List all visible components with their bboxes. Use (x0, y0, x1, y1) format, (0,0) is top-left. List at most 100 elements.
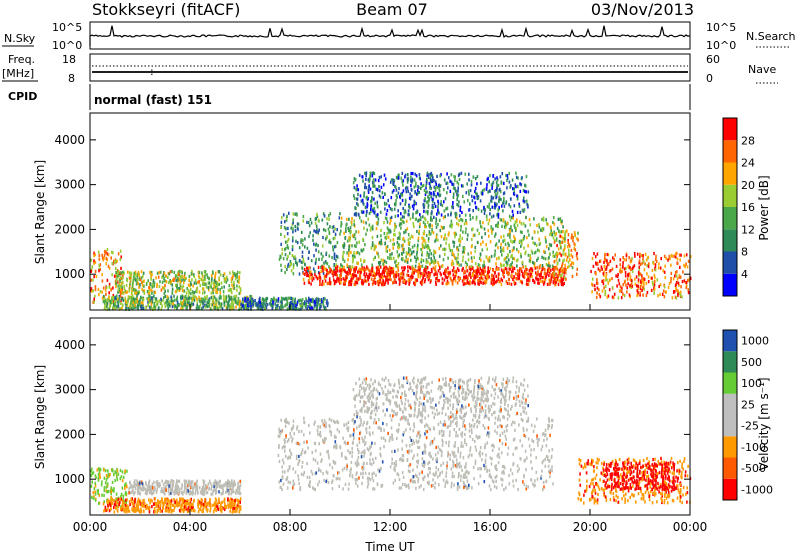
power-cell (591, 277, 594, 281)
power-cell (375, 272, 377, 276)
power-cell (503, 199, 505, 203)
power-cell (176, 285, 178, 289)
power-cell (240, 307, 242, 311)
power-cell (469, 279, 471, 283)
power-cell (459, 239, 462, 244)
power-cell (366, 202, 369, 206)
velocity-cell (189, 483, 191, 487)
power-cell (369, 228, 372, 232)
power-cell (507, 277, 510, 281)
power-cell (333, 268, 335, 272)
power-cell (454, 274, 456, 278)
power-cell (326, 281, 329, 286)
power-cell (163, 296, 165, 300)
power-cell (473, 195, 475, 199)
power-cell (467, 276, 469, 280)
power-cell (385, 202, 388, 206)
power-cell (152, 283, 154, 287)
power-cell (286, 239, 289, 243)
power-cell (604, 259, 606, 263)
power-cell (260, 303, 263, 307)
power-cell (374, 247, 376, 251)
power-cell (194, 278, 197, 282)
power-cell (671, 254, 673, 258)
colorbar-tick-label: 20 (741, 179, 755, 192)
power-cell (371, 244, 374, 248)
velocity-cell (196, 484, 199, 488)
power-cell (544, 250, 546, 254)
power-cell (208, 288, 210, 292)
power-cell (159, 270, 162, 274)
power-cell (685, 285, 688, 290)
power-cell (459, 276, 462, 280)
power-cell (137, 270, 140, 275)
power-cell (426, 173, 428, 177)
power-cell (113, 303, 115, 307)
power-cell (365, 174, 367, 178)
power-cell (432, 199, 434, 203)
power-cell (115, 305, 117, 309)
power-cell (564, 253, 567, 257)
power-cell (485, 274, 488, 278)
power-cell (237, 302, 239, 306)
power-cell (485, 280, 488, 284)
power-cell (187, 283, 190, 287)
power-cell (432, 197, 434, 201)
power-cell (287, 254, 289, 258)
power-cell (456, 216, 458, 220)
power-x-ticks (89, 304, 691, 310)
power-cell (480, 275, 483, 280)
power-cell (421, 264, 424, 268)
power-cell (502, 270, 504, 274)
power-cell (482, 266, 484, 270)
power-cell (305, 303, 307, 307)
power-cell (238, 285, 241, 289)
power-cell (515, 277, 518, 281)
power-cell (284, 253, 287, 257)
power-cell (522, 222, 525, 226)
power-cell (393, 279, 396, 283)
power-cell (661, 292, 664, 296)
power-cell (441, 277, 444, 281)
power-cell (527, 229, 529, 233)
power-cell (120, 299, 122, 303)
power-cell (420, 216, 422, 220)
power-cell (356, 281, 359, 285)
power-cell (322, 304, 325, 308)
power-cell (370, 226, 372, 230)
velocity-cell (113, 489, 115, 493)
power-cell (541, 264, 544, 268)
power-cell (146, 289, 149, 294)
power-cell (496, 191, 499, 195)
power-cell (113, 259, 115, 263)
power-cell (472, 216, 474, 220)
velocity-cell (167, 481, 170, 486)
power-cell (472, 272, 475, 276)
power-cell (313, 242, 315, 246)
power-cell (435, 282, 437, 286)
power-cell (517, 250, 520, 254)
power-cell (377, 252, 379, 256)
power-cell (292, 266, 295, 270)
power-cell (457, 275, 460, 280)
power-cell (250, 301, 253, 305)
power-cell (370, 246, 373, 250)
power-cell (389, 217, 392, 221)
power-cell (328, 271, 330, 275)
power-cell (198, 280, 200, 284)
velocity-cell (202, 492, 204, 496)
power-cell (359, 276, 362, 280)
power-cell (248, 304, 250, 308)
power-cell (460, 263, 462, 267)
power-cell (400, 212, 402, 216)
power-cell (188, 301, 190, 305)
power-cell (292, 212, 295, 216)
power-cell (219, 288, 221, 292)
power-cell (501, 224, 503, 228)
power-cell (506, 186, 508, 190)
colorbar-frame (722, 117, 738, 297)
power-cell (349, 271, 351, 275)
power-cell (385, 275, 387, 279)
power-cell (327, 281, 330, 285)
